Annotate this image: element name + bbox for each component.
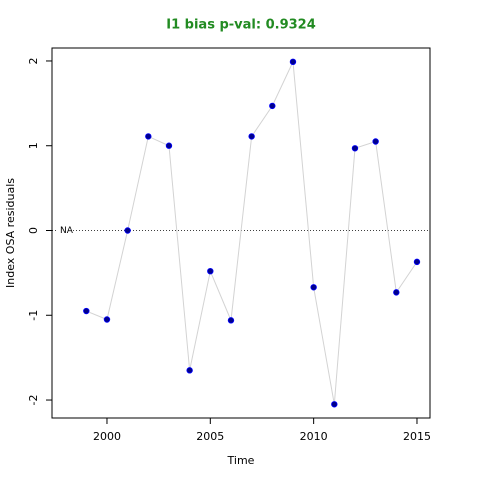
point xyxy=(413,258,421,266)
point xyxy=(207,267,214,275)
point xyxy=(289,58,297,66)
point xyxy=(393,289,400,296)
point xyxy=(103,316,111,323)
point xyxy=(227,317,235,324)
point xyxy=(331,401,338,408)
y-tick-label: 2 xyxy=(27,57,40,64)
point xyxy=(145,133,152,140)
y-tick-label: -1 xyxy=(27,310,40,321)
y-tick-label: 0 xyxy=(27,227,40,234)
x-tick-label: 2000 xyxy=(93,430,121,443)
plot-frame xyxy=(51,47,431,419)
annotation-bg xyxy=(56,224,72,237)
series-line xyxy=(86,59,418,405)
annotation: NA xyxy=(60,226,74,236)
chart-title: I1 bias p-val: 0.9324 xyxy=(166,18,316,33)
y-tick-label: 1 xyxy=(27,142,40,149)
x-tick-label: 2015 xyxy=(403,430,431,443)
point xyxy=(83,307,90,315)
point xyxy=(310,284,317,291)
point xyxy=(165,142,173,149)
point xyxy=(248,133,255,140)
y-tick-label: -2 xyxy=(27,395,40,406)
x-tick-label: 2005 xyxy=(196,430,224,443)
point xyxy=(186,367,193,374)
y-axis-label: Index OSA residuals xyxy=(4,178,17,288)
x-axis-label: Time xyxy=(227,454,255,467)
point xyxy=(269,102,276,110)
point xyxy=(351,145,359,152)
point xyxy=(372,138,379,145)
x-tick-label: 2010 xyxy=(300,430,328,443)
point xyxy=(124,227,131,234)
